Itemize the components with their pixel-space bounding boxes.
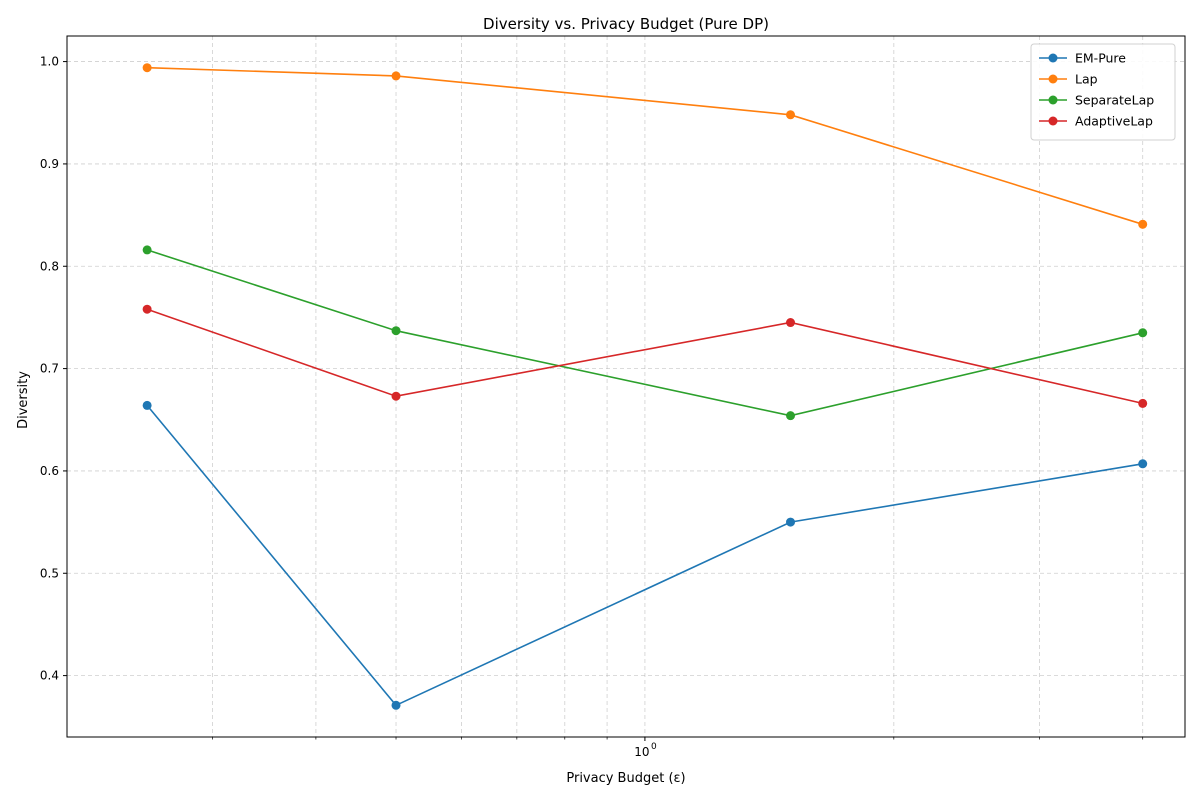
legend-box bbox=[1030, 43, 1176, 141]
legend-item: SeparateLap bbox=[1039, 93, 1154, 108]
series-adaptivelap bbox=[142, 304, 1148, 408]
series-lap bbox=[142, 63, 1148, 229]
legend-marker bbox=[1048, 53, 1058, 63]
grid-lines bbox=[67, 36, 1185, 737]
series-line bbox=[146, 308, 1143, 405]
y-tick-label: 0.5 bbox=[40, 566, 59, 580]
data-point bbox=[786, 110, 796, 120]
y-axis-title: Diversity bbox=[16, 371, 31, 429]
x-tick-label-exponent: 0 bbox=[651, 742, 657, 752]
x-tick-label: 10 bbox=[634, 745, 649, 759]
data-point bbox=[391, 326, 401, 336]
legend-label: AdaptiveLap bbox=[1075, 114, 1153, 129]
data-point bbox=[391, 71, 401, 81]
series-line bbox=[147, 66, 1143, 226]
y-tick-label: 0.9 bbox=[40, 157, 59, 171]
data-point bbox=[142, 304, 152, 314]
data-point bbox=[786, 411, 796, 421]
data-point bbox=[142, 245, 152, 255]
legend-item: EM-Pure bbox=[1039, 51, 1126, 66]
data-point bbox=[1138, 328, 1148, 338]
series-em-pure bbox=[142, 400, 1148, 710]
series-layer bbox=[142, 63, 1148, 710]
chart-title: Diversity vs. Privacy Budget (Pure DP) bbox=[483, 15, 769, 33]
y-tick-label: 0.6 bbox=[40, 464, 59, 478]
legend-item: Lap bbox=[1039, 72, 1098, 87]
data-point bbox=[1138, 219, 1148, 229]
series-separatelap bbox=[142, 245, 1148, 421]
data-point bbox=[142, 63, 152, 73]
data-point bbox=[391, 391, 401, 401]
series-line bbox=[146, 249, 1143, 417]
y-tick-label: 1.0 bbox=[40, 55, 59, 69]
series-line bbox=[146, 404, 1143, 707]
y-tick-label: 0.8 bbox=[40, 259, 59, 273]
legend-item: AdaptiveLap bbox=[1039, 114, 1153, 129]
data-point bbox=[391, 700, 401, 710]
axis-ticks: 10 0 0.4 0.5 0.6 0.7 0.8 0.9 1.0 bbox=[40, 55, 1144, 759]
legend-marker bbox=[1048, 95, 1058, 105]
data-point bbox=[142, 400, 152, 410]
legend-label: EM-Pure bbox=[1075, 51, 1126, 66]
data-point bbox=[1138, 398, 1148, 408]
legend-label: Lap bbox=[1075, 72, 1098, 87]
data-point bbox=[786, 318, 796, 328]
x-axis-title: Privacy Budget (ε) bbox=[566, 771, 685, 786]
data-point bbox=[1138, 459, 1148, 469]
legend-marker bbox=[1048, 74, 1058, 84]
data-point bbox=[786, 517, 796, 527]
legend-label: SeparateLap bbox=[1075, 93, 1154, 108]
y-tick-label: 0.4 bbox=[40, 669, 59, 683]
y-tick-label: 0.7 bbox=[40, 362, 59, 376]
legend-marker bbox=[1048, 116, 1058, 126]
legend: EM-Pure Lap SeparateLap AdaptiveLap bbox=[1030, 43, 1176, 141]
plot-area bbox=[66, 35, 1186, 738]
